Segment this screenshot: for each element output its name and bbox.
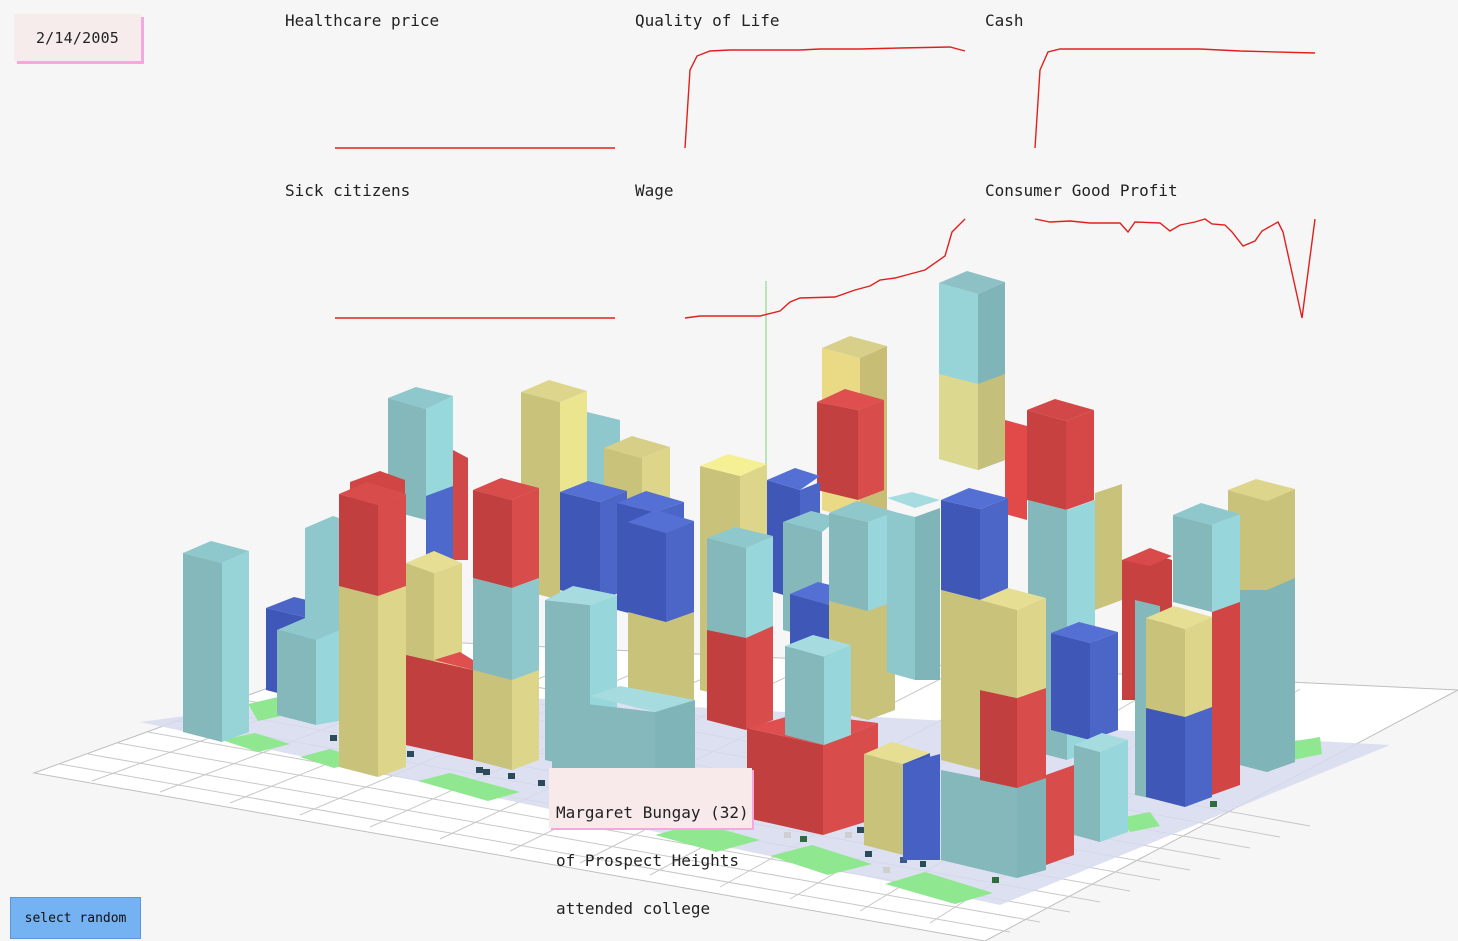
date-display: 2/14/2005	[14, 14, 141, 61]
chart-title-quality-of-life: Quality of Life	[635, 11, 780, 30]
chart-title-consumer-good-profit: Consumer Good Profit	[985, 181, 1178, 200]
buildings[interactable]	[183, 271, 1295, 878]
building[interactable]	[785, 635, 851, 745]
building[interactable]	[1027, 399, 1094, 510]
building[interactable]	[817, 389, 884, 500]
parks	[222, 697, 1322, 904]
building[interactable]	[707, 527, 773, 730]
building[interactable]	[1074, 733, 1128, 842]
chart-title-wage: Wage	[635, 181, 674, 200]
tooltip-line-neighborhood: of Prospect Heights	[556, 851, 740, 870]
building[interactable]	[560, 481, 627, 600]
chart-title-healthcare-price: Healthcare price	[285, 11, 440, 30]
building[interactable]	[1173, 503, 1240, 612]
quality-of-life-line	[684, 46, 966, 149]
building[interactable]	[628, 510, 694, 712]
consumer-good-profit-line	[1034, 218, 1316, 319]
building[interactable]	[887, 492, 940, 680]
building[interactable]	[1005, 420, 1027, 520]
cash-line	[1034, 48, 1316, 149]
building[interactable]	[1135, 600, 1240, 807]
wage-line	[684, 218, 966, 319]
sparklines	[335, 46, 1316, 319]
building[interactable]	[183, 541, 249, 742]
chart-title-sick-citizens: Sick citizens	[285, 181, 411, 200]
building[interactable]	[473, 478, 539, 770]
building[interactable]	[864, 742, 940, 860]
citizen-dots	[330, 735, 1217, 883]
building[interactable]	[277, 618, 344, 725]
citizen-tooltip: Margaret Bungay (32) of Prospect Heights…	[549, 768, 752, 917]
tooltip-line-event: attended college	[556, 899, 711, 918]
building[interactable]	[339, 471, 406, 777]
building[interactable]	[1051, 622, 1118, 740]
building[interactable]	[941, 588, 1074, 878]
building[interactable]	[406, 551, 473, 760]
tooltip-line-name: Margaret Bungay (32)	[556, 803, 749, 822]
building[interactable]	[939, 271, 1005, 470]
select-random-button[interactable]: select random	[10, 897, 141, 939]
chart-title-cash: Cash	[985, 11, 1024, 30]
